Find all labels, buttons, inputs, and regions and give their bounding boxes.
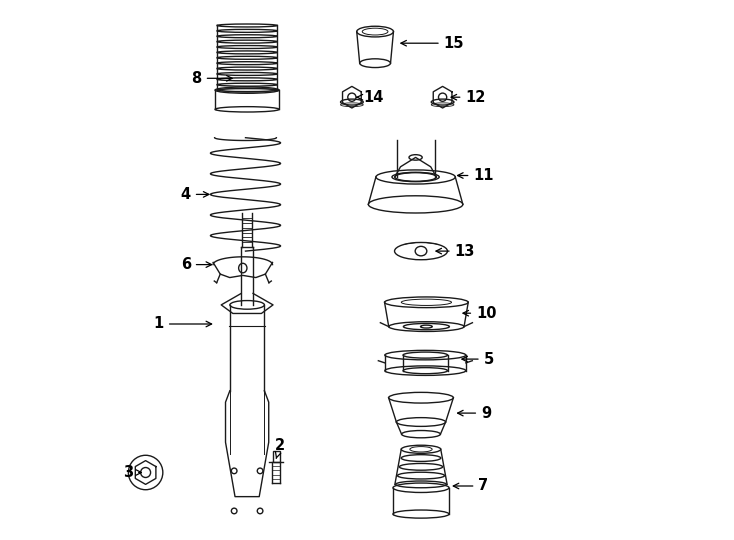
Text: 2: 2 xyxy=(275,438,286,458)
Bar xyxy=(272,451,280,462)
Text: 15: 15 xyxy=(401,36,464,51)
Text: 11: 11 xyxy=(457,168,494,183)
Text: 10: 10 xyxy=(463,306,497,321)
Text: 12: 12 xyxy=(451,90,486,105)
Text: 6: 6 xyxy=(181,257,211,272)
Text: 8: 8 xyxy=(192,71,232,86)
Text: 9: 9 xyxy=(457,406,491,421)
Text: 14: 14 xyxy=(357,90,383,105)
Text: 7: 7 xyxy=(454,478,489,494)
Text: 3: 3 xyxy=(123,465,142,480)
Text: 4: 4 xyxy=(181,187,209,202)
Text: 1: 1 xyxy=(153,316,211,332)
Text: 5: 5 xyxy=(462,352,494,367)
Text: 13: 13 xyxy=(436,244,475,259)
